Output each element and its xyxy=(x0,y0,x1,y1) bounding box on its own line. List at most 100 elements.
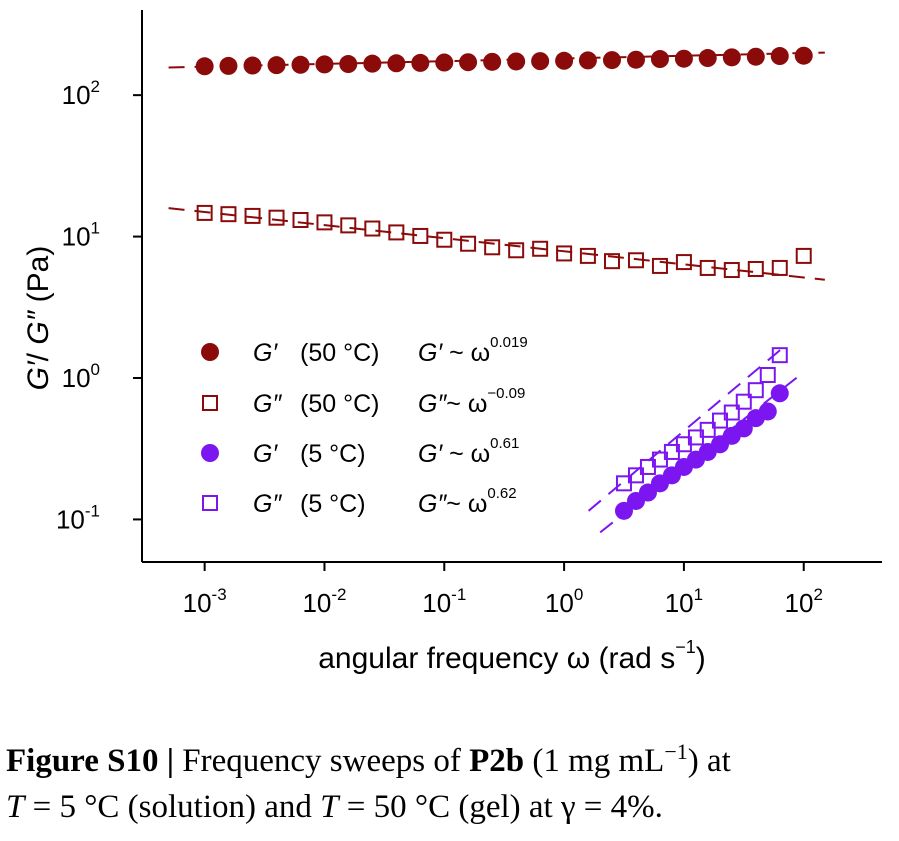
data-point-g1_50 xyxy=(387,54,406,73)
legend-marker-g2_50 xyxy=(202,395,218,411)
data-point-g2_50 xyxy=(412,227,429,244)
data-point-g1_50 xyxy=(363,54,382,73)
x-tick-label: 102 xyxy=(785,585,823,618)
legend-fit-g2_5: G″~ ω0.62 xyxy=(418,485,517,518)
data-point-g1_50 xyxy=(578,51,597,70)
data-point-g2_50 xyxy=(699,259,716,276)
data-point-g1_50 xyxy=(315,55,334,74)
x-tick-label: 10-3 xyxy=(183,585,227,618)
legend-condition-g2_50: (50 °C) xyxy=(300,390,379,418)
x-tick-label: 100 xyxy=(545,585,583,618)
data-point-g2_50 xyxy=(795,247,812,264)
data-point-g1_50 xyxy=(746,47,765,66)
axes: 10-3 10-2 10-1 100 101 102 10-1 100 101 102 xyxy=(56,10,882,618)
data-point-g2_50 xyxy=(747,260,764,277)
legend-fit-g2_50: G″~ ω−0.09 xyxy=(418,385,525,418)
data-point-g2_50 xyxy=(771,259,788,276)
data-point-g1_50 xyxy=(483,52,502,71)
data-point-g1_50 xyxy=(243,56,262,75)
y-tick-label: 10-1 xyxy=(56,501,100,534)
legend-label-g1_50: G′ xyxy=(253,339,278,367)
compound-name: P2b xyxy=(469,743,525,779)
data-point-g2_50 xyxy=(292,211,309,228)
data-point-g1_50 xyxy=(626,50,645,69)
data-point-g1_50 xyxy=(267,56,286,75)
legend-condition-g1_50: (50 °C) xyxy=(300,339,379,367)
data-point-g2_50 xyxy=(603,253,620,270)
legend-label-g2_50: G″ xyxy=(253,390,282,418)
data-point-g2_50 xyxy=(532,240,549,257)
x-axis-title: angular frequency ω (rad s−1) xyxy=(318,637,705,675)
data-point-g2_50 xyxy=(364,220,381,237)
y-ticks: 10-1 100 101 102 xyxy=(56,77,142,534)
data-point-g2_5 xyxy=(699,421,716,438)
data-point-g1_5 xyxy=(770,384,789,403)
y-tick-label: 102 xyxy=(62,77,100,110)
fit-line-g1_5 xyxy=(599,371,805,534)
legend-marker-g1_50 xyxy=(201,343,219,361)
data-point-g1_50 xyxy=(507,52,526,71)
data-point-g2_5 xyxy=(627,467,644,484)
data-points xyxy=(195,46,813,520)
y-tick-label: 101 xyxy=(62,219,100,252)
x-tick-label: 10-1 xyxy=(422,585,466,618)
data-point-g1_5 xyxy=(758,402,777,421)
data-point-g1_50 xyxy=(219,56,238,75)
fit-line-g2_5 xyxy=(587,348,782,512)
legend-fit-g1_50: G′ ~ ω0.019 xyxy=(418,334,528,367)
data-point-g1_5 xyxy=(614,501,633,520)
legend-label-g2_5: G″ xyxy=(253,490,282,518)
figure-caption: Figure S10 | Frequency sweeps of P2b (1 … xyxy=(6,739,731,826)
data-point-g2_50 xyxy=(675,254,692,271)
data-point-g2_5 xyxy=(747,382,764,399)
data-point-g1_50 xyxy=(435,53,454,72)
data-point-g2_5 xyxy=(723,404,740,421)
data-point-g1_50 xyxy=(555,51,574,70)
data-point-g1_50 xyxy=(698,49,717,68)
data-point-g2_50 xyxy=(460,235,477,252)
data-point-g1_50 xyxy=(459,53,478,72)
data-point-g2_50 xyxy=(579,247,596,264)
data-point-g2_5 xyxy=(711,412,728,429)
data-point-g2_50 xyxy=(268,209,285,226)
data-point-g1_50 xyxy=(195,57,214,76)
data-point-g2_5 xyxy=(735,393,752,410)
data-point-g1_50 xyxy=(411,53,430,72)
data-point-g1_50 xyxy=(531,52,550,71)
data-point-g2_50 xyxy=(651,257,668,274)
data-point-g2_50 xyxy=(484,239,501,256)
data-point-g2_50 xyxy=(244,207,261,224)
data-point-g2_50 xyxy=(388,224,405,241)
x-ticks: 10-3 10-2 10-1 100 101 102 xyxy=(183,562,823,618)
data-point-g2_50 xyxy=(436,231,453,248)
legend-fit-g1_5: G′ ~ ω0.61 xyxy=(418,435,519,468)
data-point-g2_50 xyxy=(723,262,740,279)
legend-label-g1_5: G′ xyxy=(253,440,278,468)
legend-condition-g2_5: (5 °C) xyxy=(300,490,366,518)
y-axis-title: G′/ G″ (Pa) xyxy=(22,246,55,391)
frequency-sweep-chart: 10-3 10-2 10-1 100 101 102 10-1 100 101 102 angu… xyxy=(22,10,882,675)
x-tick-label: 10-2 xyxy=(302,585,346,618)
y-tick-label: 100 xyxy=(62,360,100,393)
data-point-g1_50 xyxy=(339,55,358,74)
legend-marker-g1_5 xyxy=(201,444,219,462)
data-point-g1_50 xyxy=(650,50,669,69)
data-point-g2_50 xyxy=(220,206,237,223)
data-point-g2_50 xyxy=(508,242,525,259)
x-tick-label: 101 xyxy=(665,585,703,618)
data-point-g2_50 xyxy=(196,204,213,221)
data-point-g2_5 xyxy=(771,347,788,364)
data-point-g2_5 xyxy=(759,367,776,384)
data-point-g1_5 xyxy=(734,419,753,438)
data-point-g1_50 xyxy=(602,51,621,70)
data-point-g2_50 xyxy=(556,245,573,262)
data-point-g1_50 xyxy=(794,46,813,65)
data-point-g2_50 xyxy=(340,217,357,234)
data-point-g2_50 xyxy=(316,214,333,231)
legend: G′ (50 °C) G′ ~ ω0.019 G″ (50 °C) G″~ ω−0.09 G… xyxy=(201,334,528,518)
data-point-g2_50 xyxy=(627,252,644,269)
data-point-g1_50 xyxy=(291,55,310,74)
data-point-g1_50 xyxy=(674,49,693,68)
fit-line-g2_50 xyxy=(168,207,825,281)
data-point-g1_50 xyxy=(770,47,789,66)
